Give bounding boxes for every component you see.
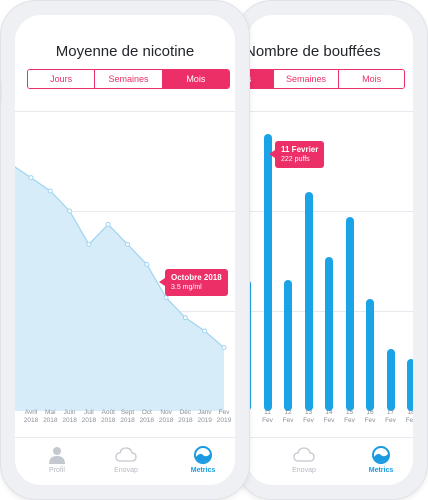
phone-side-button — [1, 81, 2, 103]
nicotine-tooltip: Octobre 2018 3.5 mg/ml — [159, 269, 228, 296]
segment-jours[interactable]: Jours — [28, 70, 96, 88]
tab-label: Metrics — [368, 467, 394, 474]
tab-bar: Enovap Metrics — [247, 437, 413, 485]
data-point[interactable] — [144, 261, 150, 267]
x-tick-label: Oct 2018 — [139, 409, 155, 424]
x-tick-label: 15 Fev — [344, 409, 355, 424]
bar[interactable] — [325, 257, 333, 411]
segment-mois[interactable]: Mois — [162, 70, 229, 88]
puffs-tooltip: 11 Fevrier 222 puffs — [268, 141, 325, 168]
bar[interactable] — [263, 133, 272, 411]
tab-enovap[interactable]: Enovap — [96, 446, 156, 474]
person-icon — [49, 447, 65, 464]
x-axis-labels: Avril 2018 Mai 2018 Juin 2018 Juil 2018 Août… — [15, 409, 235, 439]
data-point[interactable] — [86, 241, 92, 247]
segment-semaines[interactable]: Semaines — [273, 70, 340, 88]
tab-bar: Profil Enovap Metrics — [15, 437, 235, 485]
puffs-chart: 11 Fevrier 222 puffs — [247, 111, 413, 411]
data-point[interactable] — [47, 188, 53, 194]
tab-label: Metrics — [190, 467, 216, 474]
bar[interactable] — [284, 279, 292, 411]
x-tick-label: Juin 2018 — [62, 409, 77, 424]
data-point[interactable] — [163, 295, 169, 301]
x-tick-label: Août 2018 — [100, 409, 116, 424]
tab-label: Enovap — [114, 467, 138, 474]
tab-metrics[interactable]: Metrics — [173, 446, 233, 474]
tooltip-value: 3.5 mg/ml — [171, 284, 202, 291]
gauge-icon — [194, 446, 212, 464]
tooltip-value: 222 puffs — [281, 156, 310, 163]
data-point[interactable] — [125, 241, 130, 247]
right-phone: Nombre de bouffées Jours Semaines Mois 1… — [236, 0, 428, 500]
tooltip-title: Octobre 2018 — [171, 273, 222, 282]
segment-semaines[interactable]: Semaines — [95, 70, 163, 88]
data-point[interactable] — [202, 328, 208, 334]
gridline — [15, 211, 235, 212]
tab-metrics[interactable]: Metrics — [351, 446, 411, 474]
cloud-icon — [115, 447, 137, 462]
nicotine-chart: Octobre 2018 3.5 mg/ml — [15, 111, 235, 411]
x-axis-labels: 11 Fev 12 Fev 13 Fev 14 Fev 15 Fev 16 Fev 17 F… — [247, 409, 413, 439]
x-tick-label: 14 Fev — [323, 409, 335, 424]
gauge-icon — [372, 446, 390, 464]
right-screen: Nombre de bouffées Jours Semaines Mois 1… — [247, 15, 413, 485]
x-tick-label: Juil 2018 — [81, 409, 97, 424]
x-tick-label: Mai 2018 — [43, 409, 58, 424]
nicotine-area-plot — [15, 166, 227, 411]
x-tick-label: 16 Fev — [364, 409, 376, 424]
segment-jours[interactable]: Jours — [247, 70, 274, 88]
x-tick-label: 18 Fev — [405, 409, 413, 424]
x-tick-label: Avril 2018 — [23, 409, 39, 424]
area-fill — [15, 166, 224, 411]
x-tick-label: 11 Fev — [262, 409, 273, 424]
left-screen: Moyenne de nicotine Jours Semaines Mois … — [15, 15, 235, 485]
period-segmented-control: Jours Semaines Mois — [247, 69, 405, 89]
left-phone: Moyenne de nicotine Jours Semaines Mois … — [0, 0, 250, 500]
bar[interactable] — [366, 298, 374, 411]
data-point[interactable] — [28, 175, 34, 181]
cloud-icon — [293, 447, 315, 462]
bar[interactable] — [345, 217, 354, 411]
data-point[interactable] — [67, 208, 73, 214]
tooltip-title: 11 Fevrier — [281, 145, 319, 154]
period-segmented-control: Jours Semaines Mois — [27, 69, 230, 89]
gridline — [247, 211, 413, 212]
gridline — [15, 111, 235, 112]
x-tick-label: Déc 2018 — [178, 409, 193, 424]
bar[interactable] — [386, 348, 395, 411]
page-title: Moyenne de nicotine — [55, 43, 195, 60]
x-tick-label: Sept 2018 — [120, 409, 135, 424]
tab-profil[interactable]: Profil — [27, 446, 87, 474]
data-point[interactable] — [221, 345, 227, 351]
x-tick-label: 17 Fev — [385, 409, 396, 424]
x-tick-label: Fev 2019 — [216, 409, 232, 424]
tab-label: Profil — [49, 467, 65, 474]
gridline — [247, 111, 413, 112]
data-point[interactable] — [105, 221, 111, 227]
data-point[interactable] — [182, 315, 188, 321]
x-tick-label: Nov 2018 — [158, 409, 174, 424]
bar[interactable] — [407, 358, 413, 411]
bar[interactable] — [304, 192, 313, 411]
x-tick-label: 13 Fev — [303, 409, 314, 424]
tab-label: Enovap — [292, 467, 316, 474]
page-title: Nombre de bouffées — [247, 43, 381, 60]
segment-mois[interactable]: Mois — [339, 70, 404, 88]
series-line — [15, 166, 225, 349]
x-tick-label: 12 Fev — [282, 409, 294, 424]
x-tick-label: Janv 2019 — [197, 409, 212, 424]
tab-enovap[interactable]: Enovap — [274, 446, 334, 474]
